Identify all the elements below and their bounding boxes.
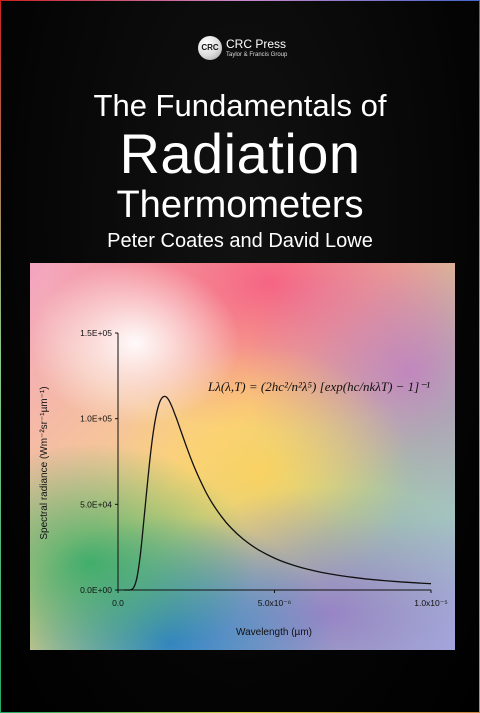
authors: Peter Coates and David Lowe [107, 230, 373, 252]
planck-equation: Lλ(λ,T) = (2hc²/n²λ⁵) [exp(hc/nkλT) − 1]… [208, 379, 430, 394]
publisher-logo: CRC CRC Press Taylor & Francis Group [198, 36, 318, 66]
y-tick-label: 5.0E+04 [80, 499, 112, 509]
y-axis-title: Spectral radiance (Wm⁻²sr⁻¹µm⁻¹) [39, 386, 50, 539]
title-line-1: The Fundamentals of [93, 88, 387, 123]
title-line-3: Thermometers [116, 184, 364, 226]
y-tick-label: 0.0E+00 [80, 585, 112, 595]
frame-left [0, 0, 1, 713]
x-tick-label: 5.0x10⁻⁶ [258, 598, 292, 608]
x-tick-label: 0.0 [112, 598, 124, 608]
crc-logo-icon: CRC [198, 36, 222, 60]
y-ticks: 0.0E+00 5.0E+04 1.0E+05 1.5E+05 [80, 328, 118, 595]
cover-artwork: 0.0E+00 5.0E+04 1.0E+05 1.5E+05 0.0 5.0x10⁻⁶… [30, 263, 455, 650]
x-axis-title: Wavelength (µm) [236, 627, 312, 638]
y-tick-label: 1.5E+05 [80, 328, 112, 338]
radiance-chart: 0.0E+00 5.0E+04 1.0E+05 1.5E+05 0.0 5.0x10⁻⁶… [39, 328, 448, 638]
x-ticks: 0.0 5.0x10⁻⁶ 1.0x10⁻⁵ [112, 590, 448, 608]
radiance-curve [124, 395, 432, 591]
publisher-group: Taylor & Francis Group [226, 52, 288, 58]
publisher-name: CRC Press [226, 37, 287, 51]
x-tick-label: 1.0x10⁻⁵ [414, 598, 448, 608]
title-line-2: Radiation [119, 122, 361, 185]
frame-top [0, 0, 480, 1]
y-tick-label: 1.0E+05 [80, 414, 112, 424]
